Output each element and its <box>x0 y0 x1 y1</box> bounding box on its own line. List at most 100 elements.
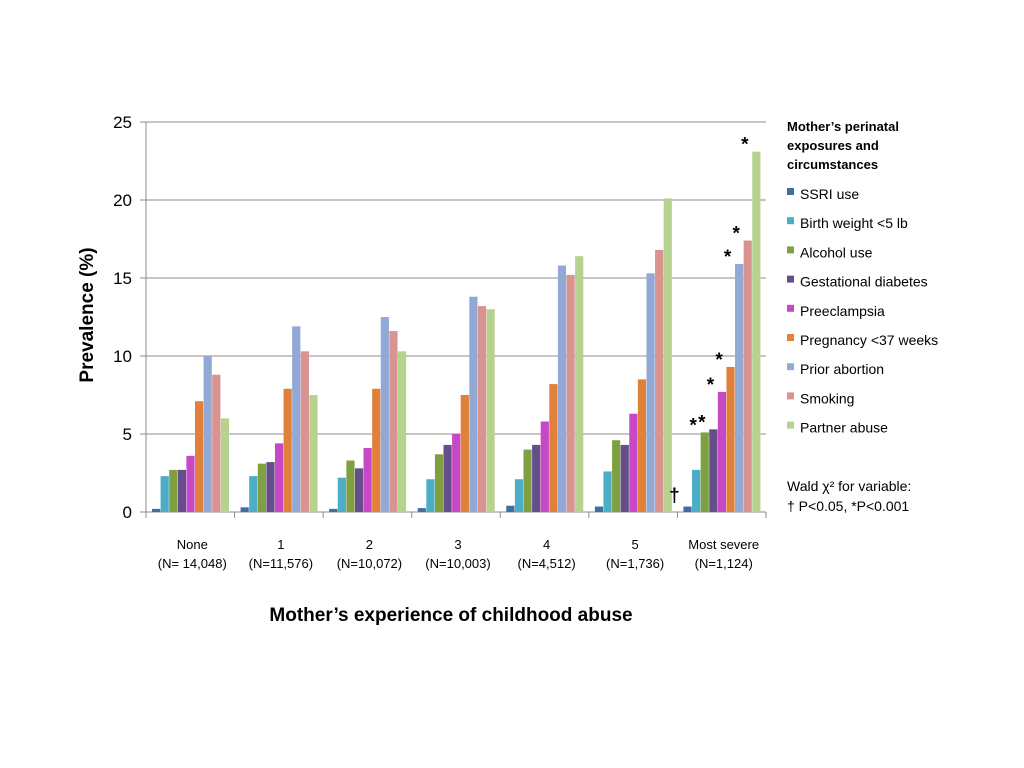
legend-swatch <box>787 334 794 341</box>
legend-label: Pregnancy <37 weeks <box>800 332 938 348</box>
y-tick-label: 0 <box>123 503 132 522</box>
category-count-label: (N=11,576) <box>249 556 313 571</box>
bar <box>477 306 487 512</box>
bar <box>752 151 761 512</box>
legend-label: Partner abuse <box>800 420 888 436</box>
legend-label: Prior abortion <box>800 361 884 377</box>
bar <box>426 479 435 512</box>
bar <box>212 374 221 512</box>
y-tick-label: 25 <box>113 113 132 132</box>
bar <box>603 471 612 512</box>
bar <box>717 391 727 512</box>
bar <box>709 429 718 512</box>
bar <box>152 508 161 512</box>
bar <box>417 508 426 512</box>
y-tick-label: 10 <box>113 347 132 366</box>
legend-title: exposures and <box>787 138 879 153</box>
legend-swatch <box>787 275 794 283</box>
category-count-label: (N=10,072) <box>337 556 402 571</box>
bar <box>646 273 655 512</box>
bar <box>655 249 664 513</box>
bar <box>523 449 532 512</box>
legend-swatch <box>787 188 794 195</box>
legend-label: Gestational diabetes <box>800 274 928 290</box>
significance-mark: * <box>724 247 732 268</box>
bar <box>486 309 495 512</box>
bar <box>540 421 549 512</box>
bar <box>380 317 389 512</box>
legend-swatch <box>787 304 794 312</box>
y-axis-label: Prevalence (%) <box>77 247 98 382</box>
significance-mark: * <box>698 412 706 433</box>
bar <box>612 440 621 512</box>
legend-swatch <box>787 421 794 429</box>
bar <box>389 331 398 512</box>
bar <box>266 462 275 512</box>
legend-swatch <box>787 217 794 225</box>
category-count-label: (N=1,124) <box>695 556 753 571</box>
bar <box>220 418 229 512</box>
category-label: 4 <box>543 537 550 552</box>
bar <box>629 413 638 512</box>
significance-footnote: Wald χ² for variable: <box>787 478 911 494</box>
legend-swatch <box>787 363 794 371</box>
bar <box>203 356 212 512</box>
bar <box>177 469 186 512</box>
category-label: 1 <box>277 537 284 552</box>
bar <box>460 395 469 512</box>
significance-mark: * <box>707 375 715 396</box>
bar <box>169 469 178 512</box>
category-count-label: (N= 14,048) <box>158 556 227 571</box>
bar <box>683 506 692 512</box>
category-label: 3 <box>454 537 461 552</box>
bar <box>566 274 575 512</box>
category-count-label: (N=1,736) <box>606 556 664 571</box>
bar <box>575 256 584 512</box>
bar <box>354 468 364 512</box>
category-label: 2 <box>366 537 373 552</box>
significance-mark: * <box>733 224 741 245</box>
significance-mark: * <box>741 135 749 156</box>
bar <box>469 296 478 512</box>
bar <box>620 444 629 512</box>
legend-label: Preeclampsia <box>800 303 885 319</box>
bar <box>397 351 407 512</box>
bar <box>434 454 444 512</box>
bar <box>337 477 346 512</box>
bar <box>292 326 301 512</box>
bar <box>309 395 318 512</box>
bar <box>637 379 647 512</box>
bar <box>692 469 701 512</box>
bar <box>257 463 266 512</box>
bar <box>663 198 672 512</box>
bar <box>195 401 204 512</box>
legend-label: SSRI use <box>800 186 859 202</box>
bar <box>160 476 169 512</box>
bar <box>329 508 338 512</box>
bar <box>549 384 558 512</box>
legend-title: circumstances <box>787 157 878 172</box>
bar <box>346 460 355 512</box>
significance-mark: † <box>669 486 680 507</box>
bar <box>726 366 735 512</box>
y-tick-label: 5 <box>123 425 132 444</box>
bar <box>240 507 249 512</box>
bar <box>743 240 752 512</box>
bar <box>594 506 604 512</box>
bar <box>514 479 524 512</box>
significance-footnote: † P<0.05, *P<0.001 <box>787 498 909 514</box>
category-count-label: (N=4,512) <box>517 556 575 571</box>
bar <box>274 443 284 512</box>
y-tick-label: 15 <box>113 269 132 288</box>
category-label: Most severe <box>688 537 759 552</box>
legend-label: Smoking <box>800 390 854 406</box>
bar <box>300 351 309 512</box>
significance-mark: * <box>690 415 698 436</box>
legend-swatch <box>787 392 794 400</box>
category-count-label: (N=10,003) <box>425 556 490 571</box>
category-label: 5 <box>632 537 639 552</box>
x-axis-label: Mother’s experience of childhood abuse <box>269 605 632 626</box>
legend-title: Mother’s perinatal <box>787 119 899 134</box>
significance-mark: * <box>715 350 723 371</box>
